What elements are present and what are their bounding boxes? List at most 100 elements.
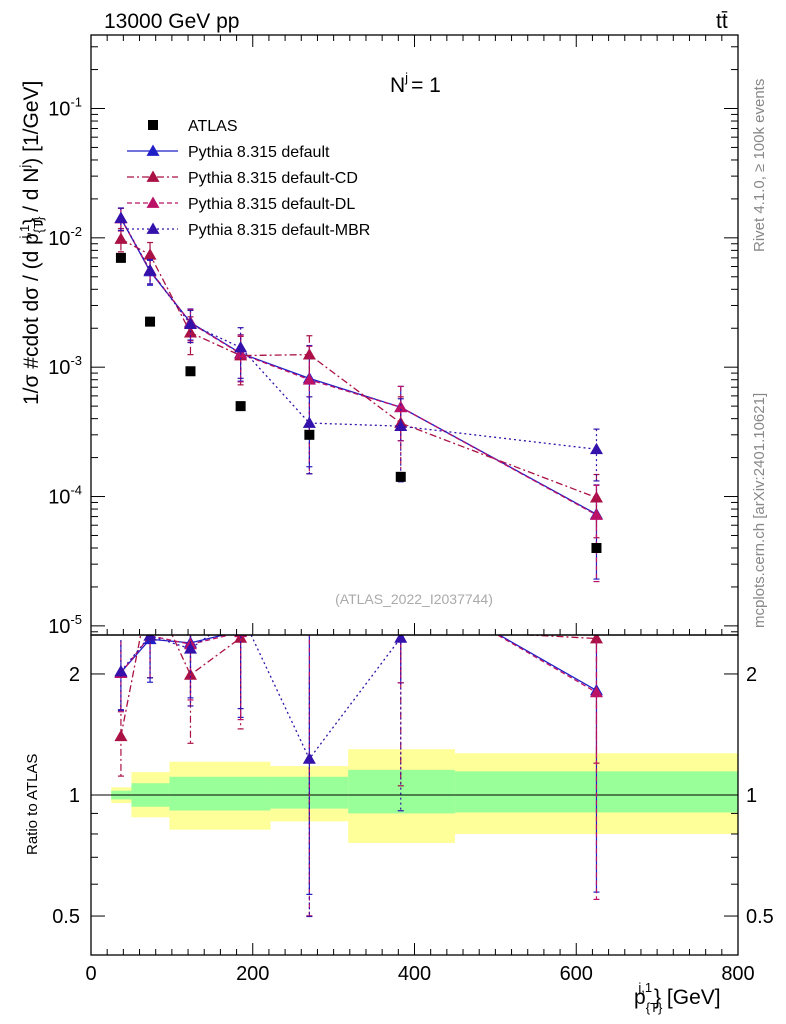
series-0 bbox=[114, 207, 603, 580]
series-2 bbox=[114, 207, 603, 583]
x-tick-label: 400 bbox=[398, 963, 431, 985]
ratio-point-triangle bbox=[394, 635, 408, 643]
ratio-y-tick-label-right: 0.5 bbox=[746, 906, 774, 928]
side-label-top: Rivet 4.1.0, ≥ 100k events bbox=[751, 79, 768, 252]
atlas-data-point bbox=[591, 542, 602, 553]
side-label-bottom: mcplots.cern.ch [arXiv:2401.10621] bbox=[751, 393, 768, 628]
ratio-point-triangle bbox=[183, 642, 197, 654]
legend-label: ATLAS bbox=[188, 118, 238, 135]
ratio-line bbox=[120, 635, 406, 761]
y-tick-exponent: -2 bbox=[70, 224, 82, 239]
ratio-series-2 bbox=[114, 572, 603, 917]
x-tick-label: 200 bbox=[236, 963, 269, 985]
ratio-y-tick-label: 2 bbox=[69, 664, 80, 686]
ratio-point-triangle bbox=[234, 635, 248, 636]
y-tick-exponent: -5 bbox=[70, 612, 82, 627]
njet-sup: j bbox=[404, 70, 408, 85]
ratio-point-triangle bbox=[114, 729, 128, 742]
data-point-triangle bbox=[143, 263, 157, 276]
legend-label: Pythia 8.315 default bbox=[188, 144, 330, 161]
legend-label: Pythia 8.315 default-DL bbox=[188, 196, 355, 213]
data-point-triangle bbox=[114, 232, 128, 244]
data-point-triangle bbox=[302, 373, 316, 385]
legend-marker-square bbox=[148, 120, 158, 130]
y-tick-label: 10-1 bbox=[48, 94, 82, 120]
atlas-data-point bbox=[304, 429, 315, 440]
ratio-point-triangle bbox=[143, 635, 157, 641]
legend-entry: Pythia 8.315 default-MBR bbox=[127, 222, 370, 239]
ratio-point-triangle bbox=[394, 572, 407, 583]
ratio-point-triangle bbox=[303, 617, 316, 628]
ratio-point-triangle bbox=[394, 572, 407, 583]
x-axis-label: p{T}j,1} [GeV] bbox=[634, 980, 721, 1015]
uncertainty-bands bbox=[111, 749, 738, 843]
ratio-y-tick-label: 1 bbox=[69, 785, 80, 807]
legend-entry: Pythia 8.315 default-CD bbox=[127, 170, 358, 187]
data-point-triangle bbox=[589, 442, 603, 455]
njet-title: Nj = 1 bbox=[390, 70, 441, 97]
ratio-point-triangle bbox=[589, 635, 603, 644]
legend-marker-triangle bbox=[146, 144, 160, 156]
ratio-point-triangle bbox=[144, 581, 157, 592]
ratio-y-tick-label-right: 1 bbox=[746, 785, 757, 807]
legend-entry: Pythia 8.315 default-DL bbox=[127, 196, 355, 213]
y-tick-exponent: -1 bbox=[70, 94, 82, 109]
ratio-point-triangle bbox=[303, 613, 316, 624]
ratio-point-triangle bbox=[183, 668, 197, 680]
data-point-triangle bbox=[302, 416, 316, 428]
x-tick-label: 0 bbox=[85, 963, 96, 985]
legend: ATLAS Pythia 8.315 default Pythia 8.315 de… bbox=[127, 118, 370, 239]
energy-label: 13000 GeV pp bbox=[104, 10, 239, 33]
data-point-triangle bbox=[589, 508, 603, 520]
data-point-triangle bbox=[234, 340, 248, 353]
ratio-y-tick-label-right: 2 bbox=[746, 664, 757, 686]
atlas-points bbox=[115, 252, 602, 553]
ratio-point-triangle bbox=[303, 539, 316, 550]
main-series-group bbox=[114, 207, 603, 583]
ratio-point-triangle bbox=[234, 606, 247, 617]
legend-marker-triangle bbox=[146, 170, 160, 182]
ratio-point-triangle bbox=[394, 622, 407, 633]
ratio-y-tick-label: 0.5 bbox=[52, 906, 80, 928]
main-y-axis-label: 1/σ #cdot dσ / (d p{T}j,1} / d Nj) [1/Ge… bbox=[17, 81, 46, 405]
legend-label: Pythia 8.315 default-CD bbox=[188, 170, 358, 187]
data-point-triangle bbox=[183, 317, 197, 330]
main-plot bbox=[114, 207, 603, 583]
analysis-watermark: (ATLAS_2022_I2037744) bbox=[335, 591, 493, 607]
x-tick-label: 600 bbox=[560, 963, 593, 985]
njet-N: N bbox=[390, 74, 405, 97]
x-tick-label: 800 bbox=[721, 963, 754, 985]
y-tick-label: 10-5 bbox=[48, 612, 82, 638]
legend-marker-triangle bbox=[146, 222, 160, 234]
data-point-triangle bbox=[143, 248, 157, 260]
band-inner bbox=[348, 769, 455, 814]
ratio-series-group bbox=[114, 539, 603, 918]
y-tick-label: 10-4 bbox=[48, 483, 82, 509]
ratio-point-triangle bbox=[589, 685, 603, 698]
data-point-triangle bbox=[302, 348, 316, 360]
atlas-data-point bbox=[235, 401, 246, 412]
process-label: tt̄ bbox=[716, 10, 728, 33]
legend-entry: ATLAS bbox=[148, 118, 238, 135]
ratio-series-3 bbox=[114, 606, 408, 918]
band-inner bbox=[169, 776, 271, 811]
legend-entry: Pythia 8.315 default bbox=[127, 144, 330, 161]
data-point-triangle bbox=[394, 419, 408, 432]
ratio-point-triangle bbox=[302, 752, 316, 764]
y-tick-label: 10-3 bbox=[48, 353, 82, 379]
data-point-triangle bbox=[394, 400, 408, 413]
ratio-point-triangle bbox=[114, 664, 128, 677]
ratio-series-1 bbox=[114, 539, 603, 787]
ratio-plot bbox=[91, 539, 738, 918]
njet-value: = 1 bbox=[411, 74, 441, 97]
atlas-data-point bbox=[145, 316, 156, 327]
y-tick-label: 10-2 bbox=[48, 224, 82, 250]
axis-ticks: 0 200 400 600 800 10-1 10-2 10-3 10-4 10-5 2 2 1 1 0.5… bbox=[48, 35, 774, 985]
atlas-data-point bbox=[115, 252, 126, 263]
y-tick-exponent: -3 bbox=[70, 353, 82, 368]
atlas-data-point bbox=[395, 471, 406, 482]
y-tick-exponent: -4 bbox=[70, 483, 82, 498]
legend-label: Pythia 8.315 default-MBR bbox=[188, 222, 370, 239]
atlas-data-point bbox=[185, 366, 196, 377]
